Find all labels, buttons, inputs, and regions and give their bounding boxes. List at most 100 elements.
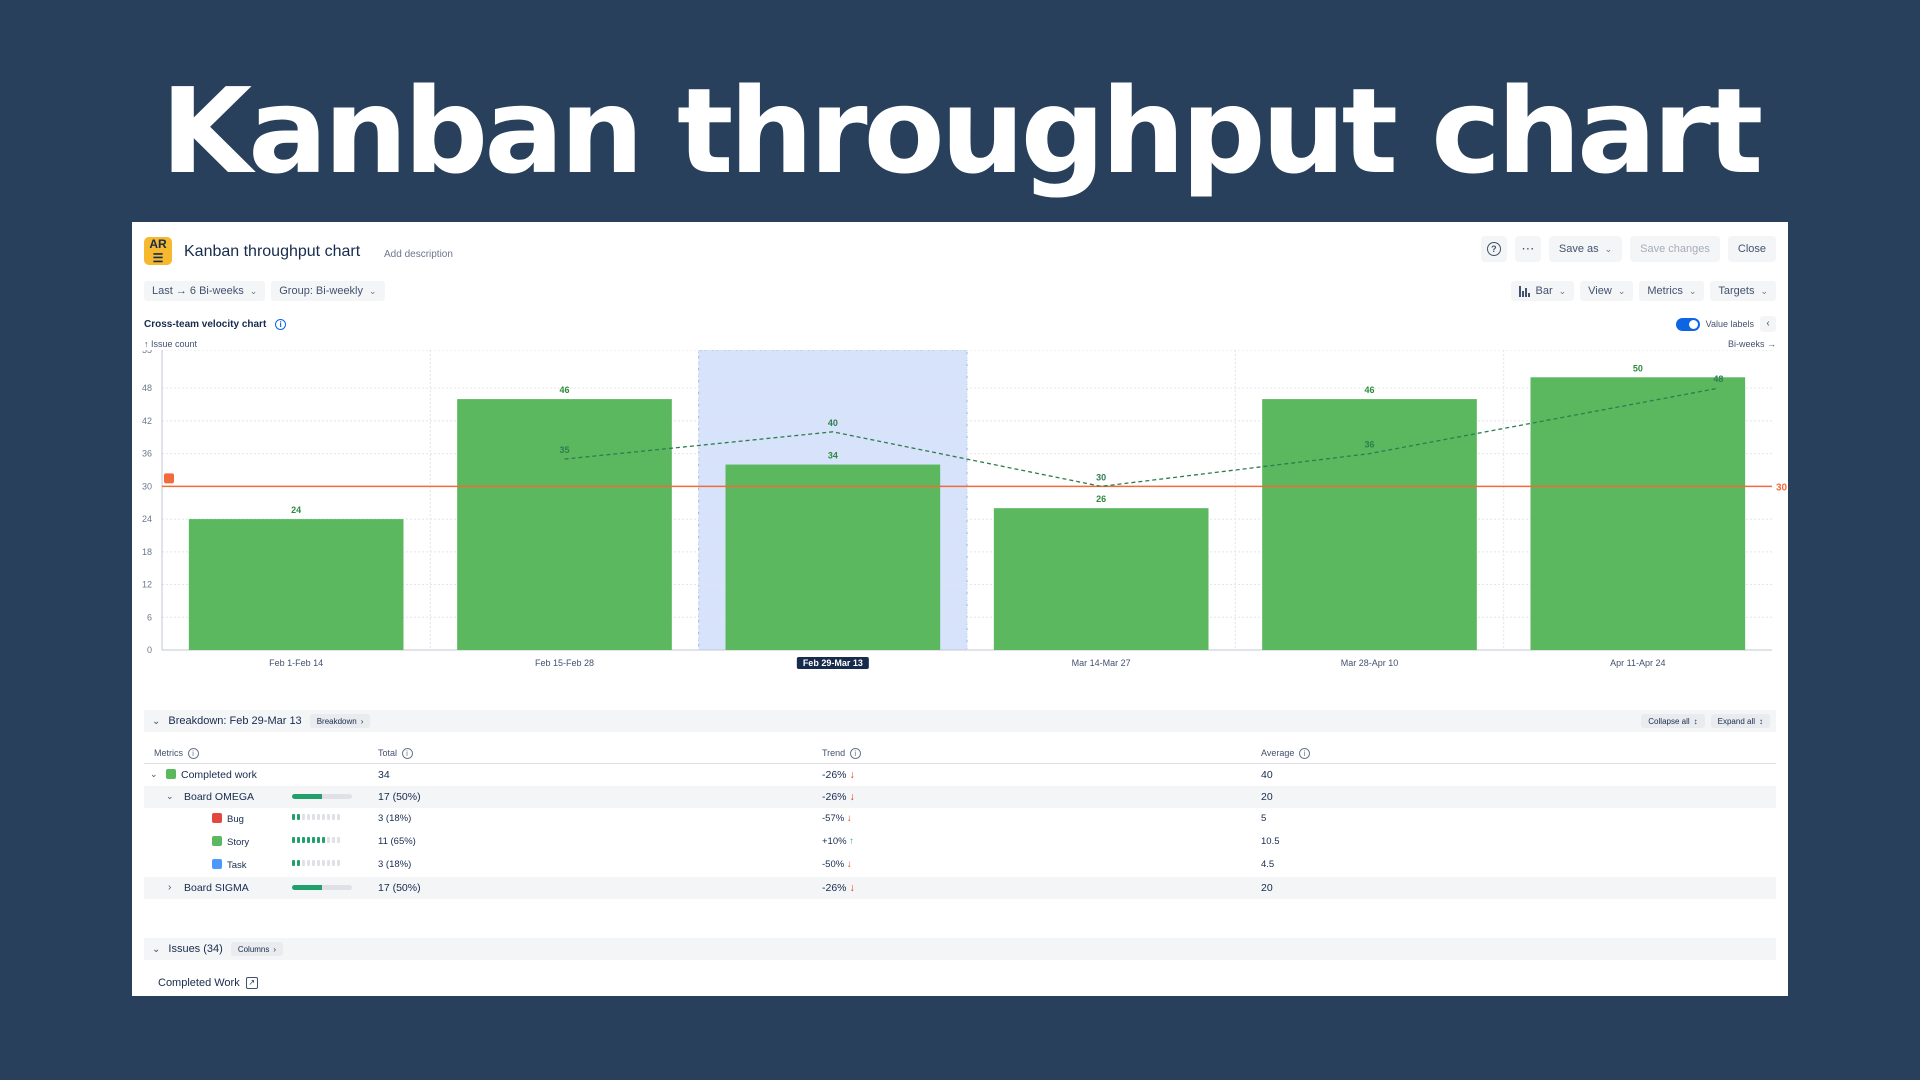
- targets-label: Targets: [1718, 285, 1755, 297]
- bar: [457, 399, 672, 650]
- view-dropdown[interactable]: View ⌄: [1580, 281, 1634, 301]
- save-as-button[interactable]: Save as ⌄: [1548, 236, 1623, 262]
- table-row[interactable]: › Board SIGMA 17 (50%) -26% ↓ 20: [144, 877, 1776, 899]
- info-icon[interactable]: i: [401, 748, 413, 760]
- trend-value: -26% ↓: [822, 791, 855, 803]
- issue-type-label: Story: [227, 837, 250, 848]
- issue-type: Task: [212, 859, 247, 871]
- board-name: Board OMEGA: [184, 791, 255, 803]
- trend-value: -26% ↓: [822, 769, 855, 781]
- metrics-dropdown[interactable]: Metrics ⌄: [1639, 281, 1705, 301]
- chevron-down-icon: ⌄: [369, 285, 377, 296]
- trend-text: -26%: [822, 791, 847, 803]
- breakdown-chip[interactable]: Breakdown ›: [309, 714, 371, 728]
- app-header: AR ☰ Kanban throughput chart Add descrip…: [144, 234, 1776, 274]
- share-dot: [327, 860, 330, 866]
- col-average: Average i: [1261, 748, 1310, 760]
- collapse-panel-button[interactable]: ‹: [1760, 316, 1776, 332]
- trend-value-label: 30: [1096, 472, 1106, 482]
- bar-value-label: 34: [828, 451, 838, 461]
- story-icon: [212, 836, 222, 846]
- total-value: 3 (18%): [378, 859, 412, 870]
- columns-chip[interactable]: Columns ›: [230, 942, 284, 956]
- chevron-right-icon[interactable]: ›: [168, 882, 172, 893]
- total-value: 11 (65%): [378, 836, 416, 847]
- average-value: 20: [1261, 791, 1273, 803]
- chart-type-dropdown[interactable]: Bar ⌄: [1510, 281, 1575, 301]
- bar-value-label: 26: [1096, 494, 1106, 504]
- more-options-icon[interactable]: ⋯: [1514, 236, 1541, 262]
- share-dot: [337, 814, 340, 820]
- chevron-down-icon: ⌄: [1617, 285, 1626, 296]
- info-icon[interactable]: i: [275, 319, 287, 330]
- chevron-down-icon: ⌄: [1604, 243, 1613, 254]
- breakdown-title: Breakdown: Feb 29-Mar 13: [168, 715, 302, 727]
- table-row[interactable]: ⌄ Board OMEGA 17 (50%) -26% ↓ 20: [144, 786, 1776, 808]
- arrow-down-icon: ↓: [846, 859, 852, 870]
- bar-value-label: 46: [559, 385, 569, 395]
- share-dot: [337, 837, 340, 843]
- share-dot: [307, 814, 310, 820]
- chevron-down-icon[interactable]: ⌄: [152, 943, 161, 955]
- completed-work-link[interactable]: Completed Work ↗: [158, 977, 258, 989]
- add-description-link[interactable]: Add description: [384, 249, 453, 260]
- metrics-label: Metrics: [1647, 285, 1683, 297]
- chevron-down-icon: ⌄: [249, 285, 258, 296]
- bug-share-dots: [292, 814, 340, 820]
- help-icon[interactable]: ?: [1480, 236, 1507, 262]
- trend-text: -26%: [822, 882, 847, 894]
- selected-label-bg: [796, 657, 869, 669]
- save-as-label: Save as: [1558, 243, 1599, 255]
- chevron-down-icon[interactable]: ⌄: [150, 769, 158, 779]
- x-tick-label: Feb 1-Feb 14: [269, 658, 323, 668]
- close-button[interactable]: Close: [1727, 236, 1776, 262]
- y-tick-label: 0: [147, 645, 152, 655]
- share-dot: [322, 837, 325, 843]
- metrics-table: Metrics i Total i Trend i Average i ⌄ Co…: [144, 744, 1776, 899]
- arrow-up-icon: ↑: [849, 836, 854, 847]
- trend-line: [564, 387, 1719, 488]
- group-dropdown[interactable]: Group: Bi-weekly ⌄: [271, 281, 385, 301]
- value-labels-toggle[interactable]: [1675, 317, 1700, 331]
- trend-text: -26%: [822, 769, 847, 781]
- collapse-all-button[interactable]: Collapse all ↕: [1641, 714, 1705, 728]
- table-row[interactable]: Story 11 (65%) +10% ↑ 10.5: [144, 831, 1776, 854]
- hero-title: Kanban throughput chart: [160, 62, 1764, 200]
- chevron-down-icon[interactable]: ⌄: [166, 791, 174, 801]
- completed-work-link-label: Completed Work: [158, 977, 240, 989]
- range-dropdown[interactable]: Last → 6 Bi-weeks ⌄: [144, 281, 266, 301]
- share-dot: [307, 860, 310, 866]
- issues-header: ⌄ Issues (34) Columns ›: [144, 938, 1776, 960]
- share-dot: [337, 860, 340, 866]
- trend-value: -26% ↓: [822, 882, 855, 894]
- share-dot: [292, 837, 295, 843]
- share-dot: [332, 860, 335, 866]
- chevron-right-icon: ›: [273, 944, 277, 954]
- bar-chart-icon: [1518, 285, 1530, 297]
- total-value: 17 (50%): [378, 791, 421, 803]
- table-row[interactable]: Task 3 (18%) -50% ↓ 4.5: [144, 854, 1776, 877]
- share-dot: [327, 814, 330, 820]
- share-dot: [317, 860, 320, 866]
- share-dot: [327, 837, 330, 843]
- report-panel: AR ☰ Kanban throughput chart Add descrip…: [132, 222, 1788, 996]
- share-dot: [312, 814, 315, 820]
- info-icon[interactable]: i: [1298, 748, 1310, 760]
- save-changes-button[interactable]: Save changes: [1630, 236, 1720, 262]
- info-icon[interactable]: i: [849, 748, 861, 760]
- report-title[interactable]: Kanban throughput chart: [184, 243, 361, 260]
- table-row[interactable]: ⌄ Completed work 34 -26% ↓ 40: [144, 764, 1776, 786]
- targets-dropdown[interactable]: Targets ⌄: [1710, 281, 1776, 301]
- chevron-down-icon[interactable]: ⌄: [152, 715, 161, 727]
- bar: [1262, 399, 1477, 650]
- y-tick-label: 48: [142, 383, 152, 393]
- trend-value: -50% ↓: [822, 859, 852, 870]
- info-icon[interactable]: i: [187, 748, 199, 760]
- arrow-down-icon: ↓: [849, 769, 855, 781]
- share-dot: [302, 860, 305, 866]
- share-dot: [322, 814, 325, 820]
- share-dot: [292, 814, 295, 820]
- table-row[interactable]: Bug 3 (18%) -57% ↓ 5: [144, 808, 1776, 831]
- expand-all-button[interactable]: Expand all ↕: [1710, 714, 1770, 728]
- average-value: 4.5: [1261, 859, 1275, 870]
